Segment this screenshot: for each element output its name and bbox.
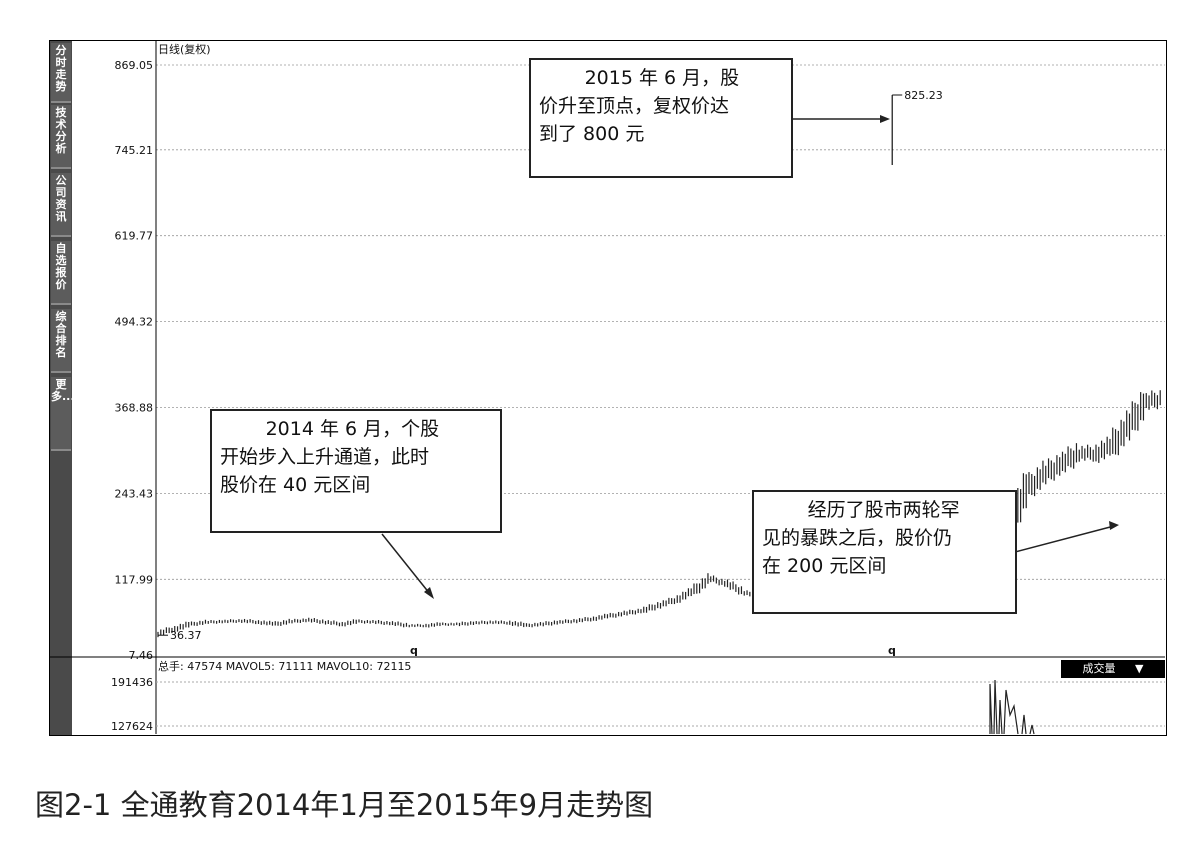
y-tick-label: 745.21 — [115, 144, 154, 157]
tab-more[interactable]: 更多... — [51, 377, 75, 451]
arrow-later-head — [1109, 521, 1119, 530]
annotation-later: 经历了股市两轮罕 见的暴跌之后，股价仍 在 200 元区间 — [752, 490, 1017, 614]
tab-gongsi[interactable]: 公司资讯 — [51, 173, 71, 237]
arrow-later — [1014, 525, 1115, 553]
chevron-down-icon: ▼ — [1135, 662, 1144, 675]
annotation-peak-line: 到了 800 元 — [539, 123, 645, 145]
volume-bars — [989, 679, 1035, 735]
annotation-peak: 2015 年 6 月，股 价升至顶点，复权价达 到了 800 元 — [529, 58, 793, 178]
y-tick-label: 117.99 — [115, 573, 154, 586]
annotation-peak-line: 价升至顶点，复权价达 — [539, 95, 730, 117]
arrow-start — [381, 533, 431, 595]
chart-title: 日线(复权) — [158, 42, 211, 56]
annotation-peak-line: 2015 年 6 月，股 — [584, 67, 740, 89]
tab-fenshi[interactable]: 分时走势 — [51, 43, 71, 103]
tab-jishu[interactable]: 技术分析 — [51, 105, 71, 169]
y-tick-label: 869.05 — [115, 59, 154, 72]
annotation-later-line: 见的暴跌之后，股价仍 — [762, 527, 953, 549]
left-tab-bar: 分时走势 技术分析 公司资讯 自选报价 综合排名 更多... — [50, 41, 75, 735]
y-tick-label: 494.32 — [115, 316, 154, 329]
annotation-start-line: 股价在 40 元区间 — [220, 474, 371, 496]
tab-zonghe[interactable]: 综合排名 — [51, 309, 71, 373]
arrow-peak-head — [880, 115, 890, 123]
annotation-later-line: 经历了股市两轮罕 — [807, 499, 960, 521]
point-label: 36.37 — [170, 629, 202, 642]
figure-caption: 图2-1 全通教育2014年1月至2015年9月走势图 — [35, 788, 654, 822]
q-marker-2: q — [888, 644, 896, 657]
point-label: 825.23 — [904, 89, 943, 102]
annotation-later-line: 在 200 元区间 — [762, 555, 887, 577]
annotation-start-line: 2014 年 6 月，个股 — [265, 418, 440, 440]
volume-header: 总手: 47574 MAVOL5: 71111 MAVOL10: 72115 — [158, 659, 411, 673]
annotation-start-line: 开始步入上升通道，此时 — [220, 446, 430, 468]
q-marker-1: q — [410, 644, 418, 657]
y-tick-label: 243.43 — [115, 487, 154, 500]
y-tick-label: 368.88 — [115, 402, 154, 415]
volume-axis-label: 191436 — [111, 676, 153, 689]
tab-zixuan[interactable]: 自选报价 — [51, 241, 71, 305]
y-tick-label: 7.46 — [129, 649, 154, 662]
annotation-start: 2014 年 6 月，个股 开始步入上升通道，此时 股价在 40 元区间 — [210, 409, 502, 533]
volume-axis-label: 127624 — [111, 720, 153, 733]
y-tick-label: 619.77 — [115, 230, 154, 243]
volume-indicator-button[interactable]: 成交量 ▼ — [1061, 660, 1165, 678]
volume-button-label: 成交量 — [1082, 662, 1116, 675]
arrow-start-head — [424, 587, 434, 599]
